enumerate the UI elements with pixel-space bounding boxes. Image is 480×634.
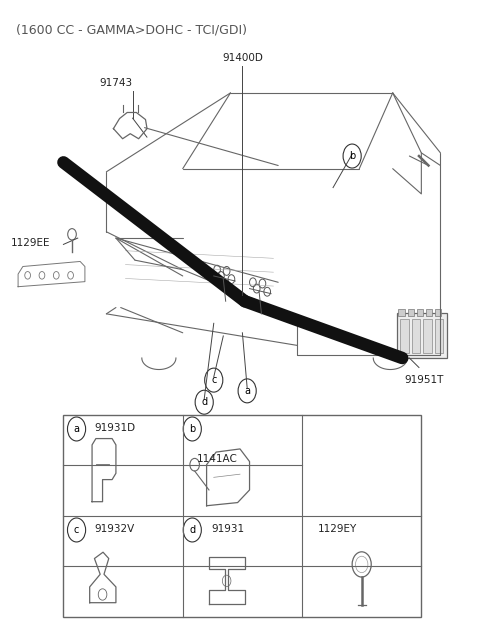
Text: 91931: 91931	[211, 524, 244, 534]
Text: a: a	[244, 386, 250, 396]
Text: 91400D: 91400D	[222, 53, 263, 63]
Bar	[417, 309, 423, 316]
Bar	[435, 309, 441, 316]
Text: b: b	[349, 151, 355, 161]
Text: 91931D: 91931D	[95, 423, 135, 433]
Text: c: c	[74, 525, 79, 535]
Bar	[426, 309, 432, 316]
Text: 1141AC: 1141AC	[197, 455, 238, 464]
Text: 1129EE: 1129EE	[11, 238, 50, 248]
Bar	[63, 415, 421, 617]
Bar	[423, 319, 432, 353]
Text: 91743: 91743	[99, 79, 132, 89]
Bar	[398, 309, 405, 316]
Text: c: c	[211, 375, 216, 385]
Text: d: d	[189, 525, 195, 535]
Text: b: b	[189, 424, 195, 434]
Text: (1600 CC - GAMMA>DOHC - TCI/GDI): (1600 CC - GAMMA>DOHC - TCI/GDI)	[16, 23, 247, 37]
Text: 1129EY: 1129EY	[318, 524, 357, 534]
Bar	[408, 309, 414, 316]
Text: a: a	[73, 424, 80, 434]
Bar	[396, 313, 446, 358]
Bar	[435, 319, 444, 353]
Text: 91951T: 91951T	[404, 375, 444, 385]
Bar	[412, 319, 420, 353]
Text: 91932V: 91932V	[95, 524, 135, 534]
Text: d: d	[201, 398, 207, 407]
Bar	[400, 319, 409, 353]
